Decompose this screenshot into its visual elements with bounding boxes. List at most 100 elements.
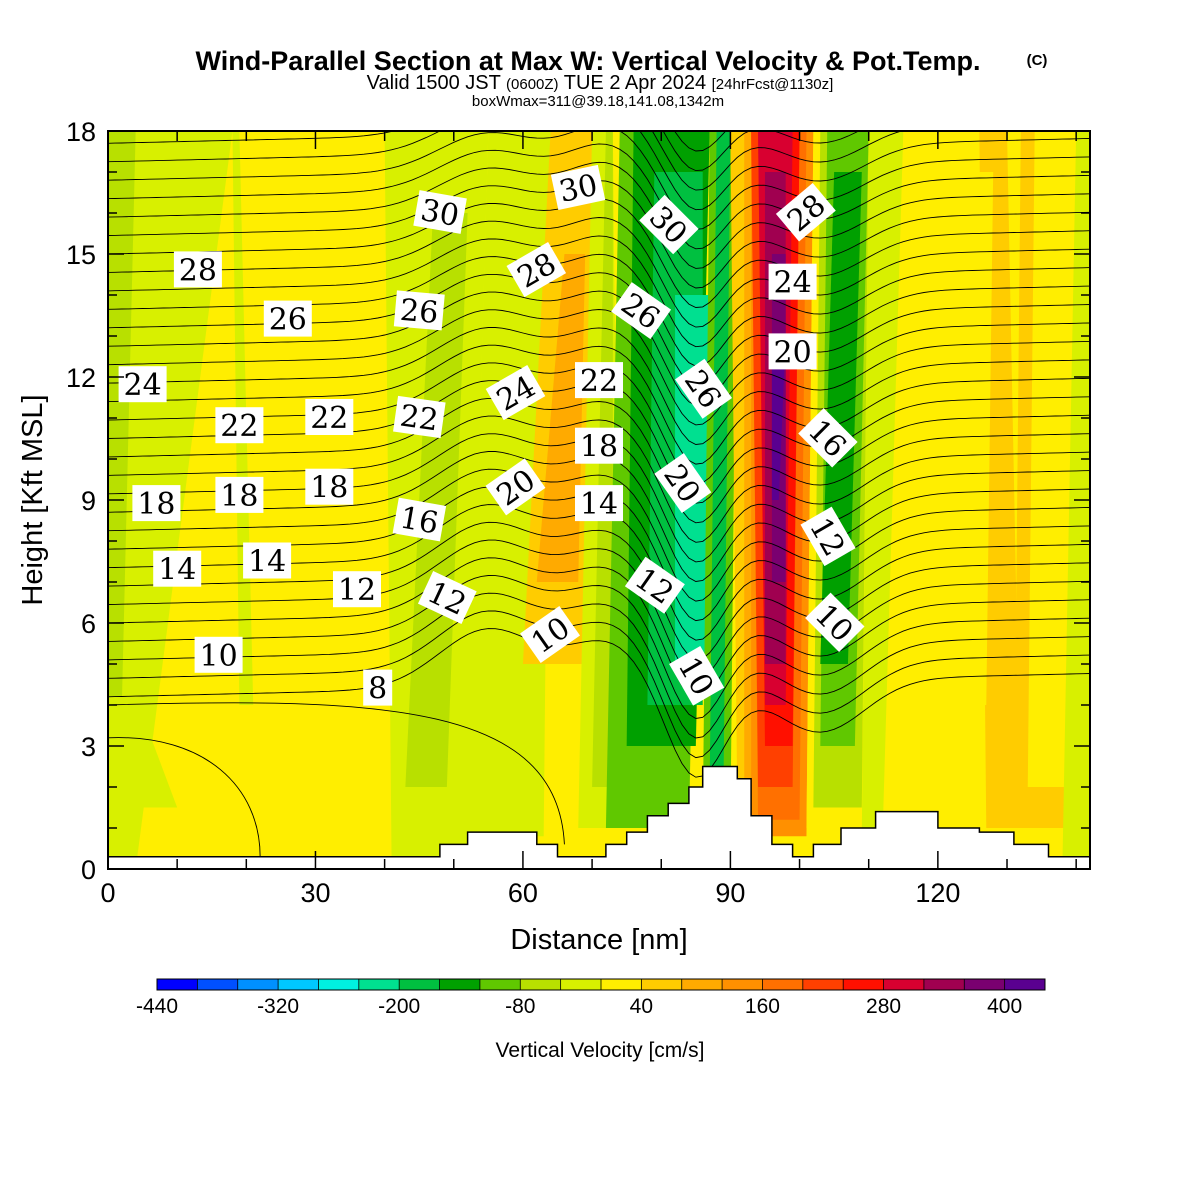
theta-label: 20 — [768, 333, 817, 370]
y-tick-label: 6 — [81, 609, 96, 639]
valid-date: TUE 2 Apr 2024 — [564, 72, 706, 94]
theta-contour-18 — [108, 309, 1090, 426]
theta-label: 24 — [118, 366, 167, 403]
theta-contour-2 — [108, 592, 1090, 739]
theta-label-box — [550, 164, 606, 211]
y-tick-label: 3 — [81, 732, 96, 762]
theta-label-box — [215, 476, 264, 513]
theta-label-box — [654, 453, 712, 514]
theta-label-box — [413, 190, 467, 234]
velocity-band-1 — [108, 131, 136, 705]
colorbar-swatch — [641, 979, 683, 990]
theta-label-box — [132, 485, 181, 522]
y-tick-label: 18 — [66, 117, 96, 147]
theta-label-text: 24 — [124, 368, 162, 403]
theta-label: 24 — [768, 263, 817, 301]
theta-label-box — [393, 290, 445, 331]
theta-label: 18 — [305, 468, 354, 506]
theta-label-box — [393, 395, 446, 439]
theta-label-text: 14 — [158, 553, 196, 588]
theta-label: 14 — [575, 485, 623, 522]
colorbar-swatch — [762, 979, 804, 990]
valid-time-utc: (0600Z) — [506, 76, 559, 93]
y-tick-label: 9 — [81, 486, 96, 516]
colorbar-swatch — [722, 979, 763, 990]
theta-label: 22 — [575, 362, 623, 399]
theta-label-box — [798, 408, 858, 468]
theta-label-box — [333, 571, 381, 608]
theta-label-text: 14 — [248, 545, 286, 580]
theta-label-text: 22 — [398, 399, 441, 439]
theta-contour-low-left — [108, 737, 261, 857]
theta-label-box — [506, 241, 567, 298]
theta-label: 14 — [243, 542, 292, 580]
theta-contour-27 — [108, 143, 1090, 250]
theta-label-text: 12 — [338, 573, 376, 608]
theta-label-text: 26 — [399, 293, 440, 331]
colorbar-swatch — [843, 979, 885, 990]
colorbar-swatch — [520, 979, 562, 990]
theta-label-box — [485, 364, 546, 421]
theta-label-text: 18 — [310, 471, 348, 506]
theta-label-box — [173, 251, 222, 288]
theta-label-box — [575, 427, 623, 464]
theta-label-box — [417, 571, 477, 624]
theta-contour-12 — [108, 415, 1090, 543]
theta-label-text: 20 — [774, 335, 812, 370]
theta-label: 8 — [363, 669, 393, 707]
colorbar-swatch — [358, 979, 400, 990]
theta-label: 22 — [215, 407, 264, 444]
theta-label-box — [768, 333, 817, 370]
copyright-mark: (C) — [1027, 52, 1048, 69]
theta-label-box — [215, 407, 264, 444]
colorbar-swatch — [964, 979, 1006, 990]
colorbar-swatch — [237, 979, 279, 990]
theta-label: 14 — [153, 550, 202, 588]
theta-label-box — [775, 183, 836, 242]
theta-contour-13 — [108, 397, 1090, 524]
colorbar-label: Vertical Velocity [cm/s] — [496, 1039, 705, 1062]
theta-contour-1 — [108, 610, 1090, 759]
colorbar-tick-label: -320 — [257, 995, 299, 1018]
y-tick-label: 15 — [66, 240, 96, 270]
velocity-band-31 — [861, 131, 904, 837]
y-axis-label: Height [Kft MSL] — [17, 394, 49, 605]
x-tick-label: 60 — [508, 878, 538, 908]
theta-label-text: 14 — [580, 487, 618, 522]
colorbar-tick-label: 40 — [630, 995, 653, 1018]
colorbar-swatch — [157, 979, 198, 990]
velocity-band-2 — [108, 696, 178, 808]
theta-contour-26 — [108, 161, 1090, 269]
theta-contour-17 — [108, 327, 1090, 445]
theta-label-box — [520, 605, 581, 663]
colorbar-swatch — [439, 979, 481, 990]
velocity-band-16 — [709, 131, 731, 787]
theta-label-text: 10 — [200, 639, 238, 674]
colorbar-swatch — [923, 979, 965, 990]
theta-label: 22 — [305, 399, 354, 436]
colorbar-swatch — [399, 979, 441, 990]
theta-label-text: 24 — [774, 266, 812, 301]
colorbar-tick-label: 280 — [866, 995, 901, 1018]
colorbar-swatch — [802, 979, 844, 990]
theta-label: 18 — [575, 427, 623, 465]
theta-label-box — [243, 542, 292, 579]
colorbar-swatch — [1004, 979, 1046, 990]
theta-label-box — [194, 636, 243, 673]
theta-label-box — [611, 282, 672, 340]
colorbar-tick-label: -440 — [136, 995, 178, 1018]
theta-label-text: 28 — [179, 253, 217, 288]
theta-label-box — [805, 592, 865, 652]
theta-label: 26 — [263, 300, 312, 338]
colorbar-tick-label: -80 — [505, 995, 535, 1018]
theta-label-text: 18 — [220, 479, 258, 514]
theta-label-text: 8 — [368, 672, 387, 707]
colorbar-swatch — [883, 979, 925, 990]
theta-label-text: 30 — [556, 168, 601, 210]
theta-label-text: 22 — [310, 401, 348, 436]
valid-time-local: Valid 1500 JST — [367, 72, 501, 94]
x-axis-label: Distance [nm] — [510, 924, 687, 956]
theta-label-box — [305, 468, 354, 505]
colorbar: -440 -320 -200 -80 40 160 280 400 — [136, 978, 1046, 1018]
